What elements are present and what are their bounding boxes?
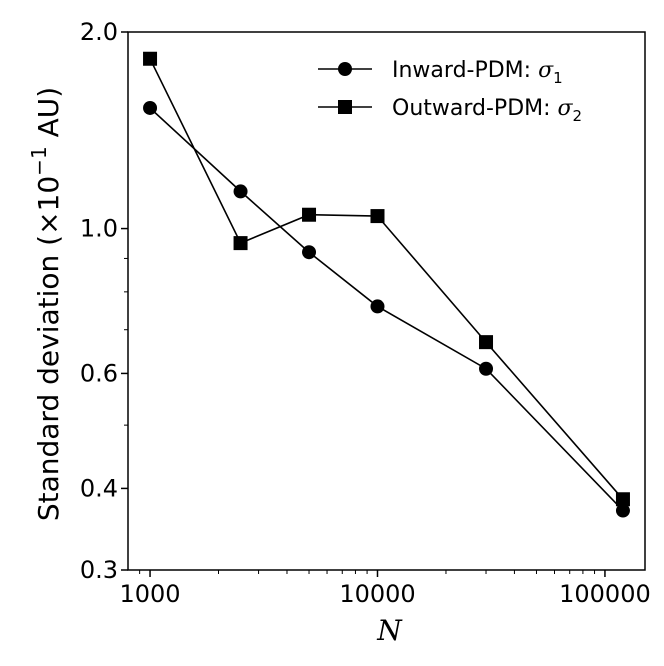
legend-entry-outward-pdm: Outward-PDM: σ2: [318, 96, 582, 125]
data-point-outward-pdm-5000: [302, 207, 317, 222]
x-axis-label: N: [376, 614, 403, 647]
series-inward-pdm: [143, 100, 630, 518]
x-tick-label-10000: 10000: [339, 580, 415, 608]
data-point-outward-pdm-1000: [143, 51, 158, 66]
data-point-inward-pdm-120000: [615, 503, 630, 518]
x-tick-label-1000: 1000: [120, 580, 181, 608]
data-point-inward-pdm-1000: [143, 100, 158, 115]
y-tick-label-2.0: 2.0: [80, 18, 118, 46]
y-axis-label: Standard deviation (×10−1 AU): [27, 87, 65, 521]
legend: Inward-PDM: σ1 Outward-PDM: σ2: [318, 58, 582, 125]
series-layer: [143, 51, 630, 518]
legend-label-outward-pdm: Outward-PDM: σ2: [392, 96, 582, 125]
data-point-inward-pdm-5000: [302, 245, 317, 260]
axes: 1000 10000 100000 0.3 0.4 0.6 1.0 2.0 N Standard …: [27, 18, 651, 647]
y-tick-label-1.0: 1.0: [80, 215, 118, 243]
legend-marker-square: [338, 100, 352, 114]
legend-label-inward-pdm: Inward-PDM: σ1: [392, 58, 563, 87]
data-point-inward-pdm-10000: [370, 299, 385, 314]
data-point-inward-pdm-2500: [233, 184, 248, 199]
x-tick-label-100000: 100000: [559, 580, 651, 608]
data-point-outward-pdm-2500: [233, 236, 248, 251]
series-outward-pdm: [143, 51, 630, 507]
data-point-inward-pdm-30000: [479, 361, 494, 376]
y-tick-label-0.6: 0.6: [80, 359, 118, 387]
y-tick-label-0.4: 0.4: [80, 474, 118, 502]
y-tick-label-0.3: 0.3: [80, 556, 118, 584]
legend-entry-inward-pdm: Inward-PDM: σ1: [318, 58, 563, 87]
data-point-outward-pdm-10000: [370, 209, 385, 224]
series-line-inward-pdm: [149, 107, 624, 512]
series-line-outward-pdm: [149, 58, 624, 500]
data-point-outward-pdm-30000: [479, 335, 494, 350]
data-point-outward-pdm-120000: [615, 492, 630, 507]
legend-marker-circle: [338, 62, 352, 76]
plot-frame: [127, 31, 646, 571]
